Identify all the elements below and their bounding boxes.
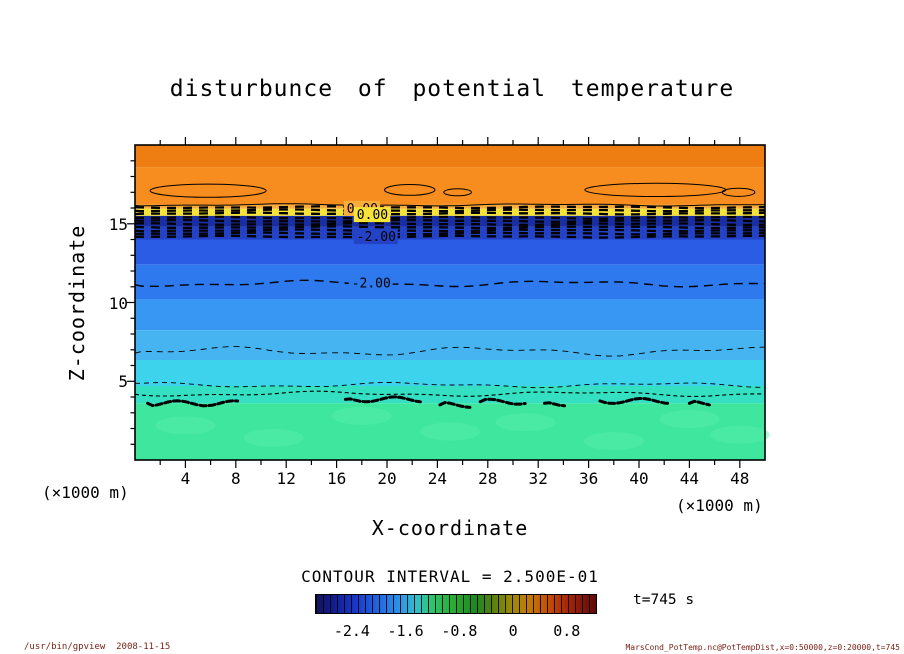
colorbar-hatch-ticks: [316, 595, 596, 613]
colorbar-tick-labels: -2.4 -1.6 -0.8 0 0.8: [0, 622, 904, 642]
positive-contour-loop: [149, 183, 267, 198]
y-tick-label: 15: [108, 214, 128, 234]
zero-contour-line: [134, 203, 765, 207]
contour-label: -2.00: [352, 277, 391, 292]
contour-band: [135, 330, 765, 360]
y-tick-label: 5: [118, 372, 128, 392]
contour-label-bg: [353, 229, 398, 245]
contour-band: [135, 145, 765, 168]
source-stamp: MarsCond_PotTemp.nc@PotTempDist,x=0:5000…: [625, 643, 900, 652]
x-axis-tick-labels: 4 8 12 16 20 24 28 32 36 40 44 48: [0, 469, 904, 489]
command-stamp: /usr/bin/gpview 2008-11-15: [24, 642, 171, 652]
texture-patch: [420, 422, 480, 441]
colorbar: [315, 594, 597, 614]
contour-band: [135, 167, 765, 205]
texture-patch: [155, 416, 216, 435]
texture-patch: [709, 425, 770, 444]
x-tick-label: 40: [629, 469, 649, 488]
contour-label-bg: [348, 275, 393, 291]
y-axis-tick-labels: 5 10 15: [70, 0, 128, 654]
contour-band: [135, 386, 765, 404]
colorbar-tick-label: -0.8: [441, 622, 478, 640]
colorbar-tick-label: -2.4: [333, 622, 370, 640]
texture-patch: [583, 432, 644, 451]
contour-blob: [543, 401, 566, 408]
contour-label: -2.00: [357, 230, 396, 245]
x-tick-label: 44: [679, 469, 700, 488]
x-tick-label: 24: [427, 469, 448, 488]
contour-blob: [687, 399, 711, 407]
contour-label-bg: [353, 207, 391, 223]
x-units-label-left: (×1000 m): [42, 483, 129, 502]
contour-blob: [598, 396, 672, 405]
x-tick-label: 12: [276, 469, 296, 488]
time-label: t=745 s: [633, 592, 695, 608]
texture-patch: [331, 406, 392, 425]
texture-patch: [495, 413, 556, 432]
contour-band: [135, 360, 765, 386]
plot-frame: [134, 144, 766, 461]
texture-patch: [659, 410, 720, 429]
x-tick-label: 36: [578, 469, 599, 488]
x-tick-label: 8: [230, 469, 241, 488]
contour-blob: [343, 395, 422, 404]
positive-contour-loop: [443, 188, 473, 197]
texture-patch: [243, 428, 304, 447]
x-axis-label: X-coordinate: [371, 516, 529, 540]
contour-band: [135, 299, 765, 330]
colorbar-tick-label: 0: [508, 622, 518, 640]
negative-contour-line: [134, 279, 765, 288]
contour-blob: [438, 400, 472, 409]
contour-band: [135, 403, 765, 460]
contour-plot-svg: 0.000.00-2.00-2.00: [127, 137, 770, 468]
contour-label: 0.00: [357, 208, 388, 223]
contour-band: [135, 204, 765, 209]
contour-interval-label: CONTOUR INTERVAL = 2.500E-01: [301, 567, 599, 586]
x-tick-label: 48: [730, 469, 750, 488]
y-tick-label: 10: [108, 293, 128, 313]
x-units-label-right: (×1000 m): [676, 496, 763, 515]
colorbar-tick-label: 0.8: [553, 622, 581, 640]
plot-title: disturbunce of potential temperature: [169, 76, 735, 102]
x-tick-label: 20: [377, 469, 397, 488]
contour-band: [135, 264, 765, 300]
contour-band: [135, 208, 765, 216]
positive-contour-loop: [721, 187, 756, 197]
negative-contour-line: [135, 382, 765, 389]
contour-plot-area: 0.000.00-2.00-2.00: [127, 137, 770, 468]
negative-contour-line: [134, 390, 765, 397]
contour-blob: [478, 397, 527, 406]
x-tick-label: 32: [528, 469, 548, 488]
contour-band: [135, 239, 765, 265]
contour-blob: [146, 399, 240, 408]
colorbar-tick-label: -1.6: [387, 622, 424, 640]
x-tick-label: 4: [180, 469, 191, 488]
x-tick-label: 28: [478, 469, 498, 488]
positive-contour-loop: [384, 184, 436, 196]
x-tick-label: 16: [326, 469, 347, 488]
contour-band: [135, 215, 765, 227]
